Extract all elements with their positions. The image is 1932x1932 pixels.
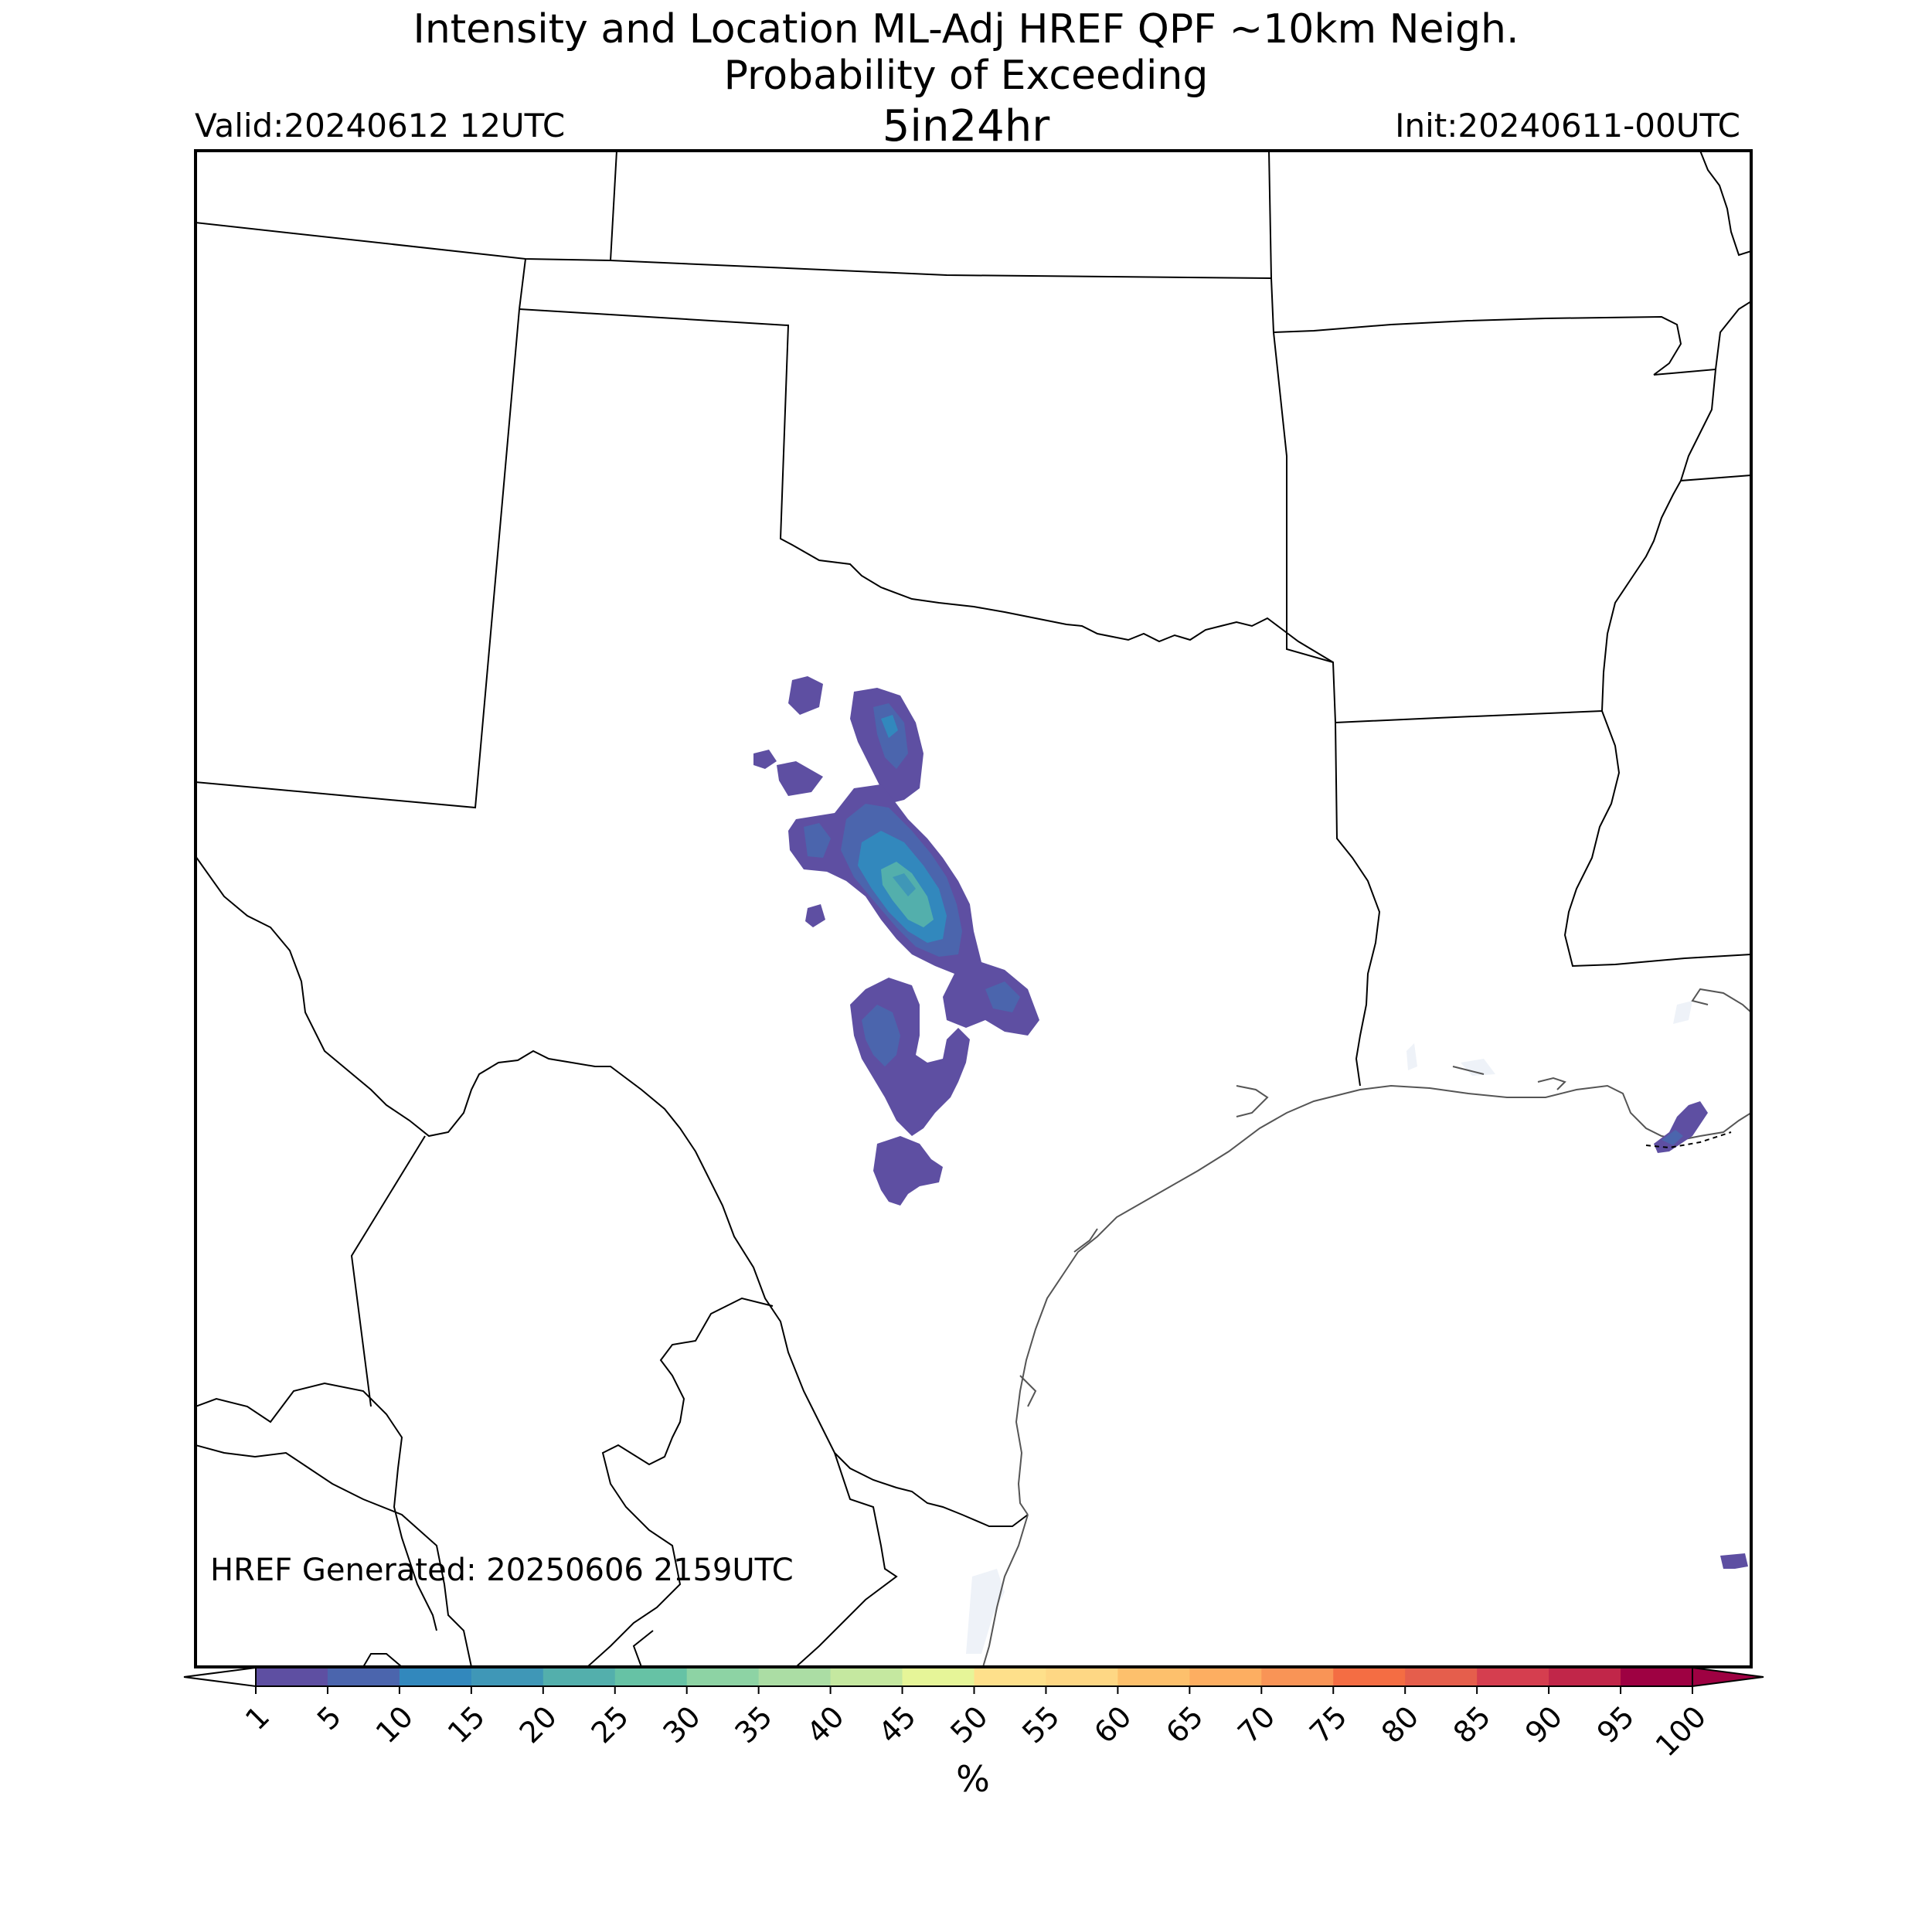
offshore-boundary <box>1645 1131 1732 1149</box>
generated-label: HREF Generated: 20250606 2159UTC <box>210 1553 794 1588</box>
colorbar-tick-label: 80 <box>1375 1699 1425 1750</box>
colorbar-segment <box>686 1668 760 1686</box>
colorbar-segment <box>614 1668 688 1686</box>
valid-time-label: Valid:20240612 12UTC <box>195 107 566 145</box>
colorbar-segment <box>758 1668 832 1686</box>
colorbar-tick-label: 5 <box>311 1699 348 1736</box>
probability-field <box>753 676 1748 1569</box>
colorbar-tick-label: 30 <box>657 1699 707 1750</box>
colorbar-segment <box>1477 1668 1549 1686</box>
colorbar-segment <box>974 1668 1046 1686</box>
colorbar-segment <box>902 1668 975 1686</box>
colorbar-segment <box>1549 1668 1621 1686</box>
colorbar-tick-label: 40 <box>800 1699 850 1750</box>
colorbar-tick-label: 95 <box>1590 1699 1641 1750</box>
colorbar-segment <box>1046 1668 1118 1686</box>
colorbar-segment <box>830 1668 903 1686</box>
chart-title-line2: Probability of Exceeding <box>723 53 1209 99</box>
colorbar-segment <box>471 1668 544 1686</box>
chart-title-line1: Intensity and Location ML-Adj HREF QPF ~… <box>413 6 1519 53</box>
colorbar-segment <box>543 1668 616 1686</box>
colorbar-tick-label: 1 <box>239 1699 276 1736</box>
colorbar <box>183 1666 1764 1688</box>
colorbar-tick-label: 85 <box>1447 1699 1497 1750</box>
colorbar-segment <box>399 1668 472 1686</box>
colorbar-segment <box>1189 1668 1262 1686</box>
colorbar-segment <box>1333 1668 1406 1686</box>
colorbar-tick-label: 70 <box>1231 1699 1281 1750</box>
init-time-label: Init:20240611-00UTC <box>1395 107 1740 145</box>
colorbar-segment <box>327 1668 400 1686</box>
colorbar-segment <box>1261 1668 1334 1686</box>
water-bodies <box>966 1001 1692 1654</box>
colorbar-unit-label: % <box>956 1758 990 1800</box>
prob-contour-15pct <box>893 873 916 896</box>
colorbar-tick-label: 15 <box>441 1699 492 1750</box>
colorbar-tick-label: 35 <box>729 1699 779 1750</box>
coastline <box>982 988 1751 1667</box>
colorbar-segment <box>1117 1668 1190 1686</box>
state-borders <box>196 151 1751 1667</box>
colorbar-segment <box>256 1668 328 1686</box>
colorbar-tick-label: 25 <box>585 1699 635 1750</box>
colorbar-ticks: 1 5 10 15 20 25 30 35 40 45 50 55 60 65 70 75 80 85 90 95 10… <box>239 1686 1713 1763</box>
colorbar-tick-label: 90 <box>1519 1699 1569 1750</box>
colorbar-over-extend <box>1692 1666 1764 1688</box>
colorbar-under-extend <box>183 1666 257 1688</box>
colorbar-tick-label: 55 <box>1015 1699 1066 1750</box>
colorbar-tick-label: 75 <box>1303 1699 1353 1750</box>
colorbar-tick-label: 10 <box>369 1699 420 1750</box>
colorbar-segment <box>1621 1668 1693 1686</box>
colorbar-tick-label: 20 <box>513 1699 563 1750</box>
colorbar-segment <box>1405 1668 1478 1686</box>
map-panel: HREF Generated: 20250606 2159UTC <box>196 151 1751 1667</box>
colorbar-tick-label: 45 <box>872 1699 922 1750</box>
colorbar-tick-label: 65 <box>1159 1699 1209 1750</box>
threshold-label: 5in24hr <box>882 101 1050 151</box>
colorbar-tick-label: 100 <box>1649 1699 1713 1763</box>
colorbar-tick-label: 60 <box>1087 1699 1138 1750</box>
colorbar-tick-label: 50 <box>944 1699 994 1750</box>
